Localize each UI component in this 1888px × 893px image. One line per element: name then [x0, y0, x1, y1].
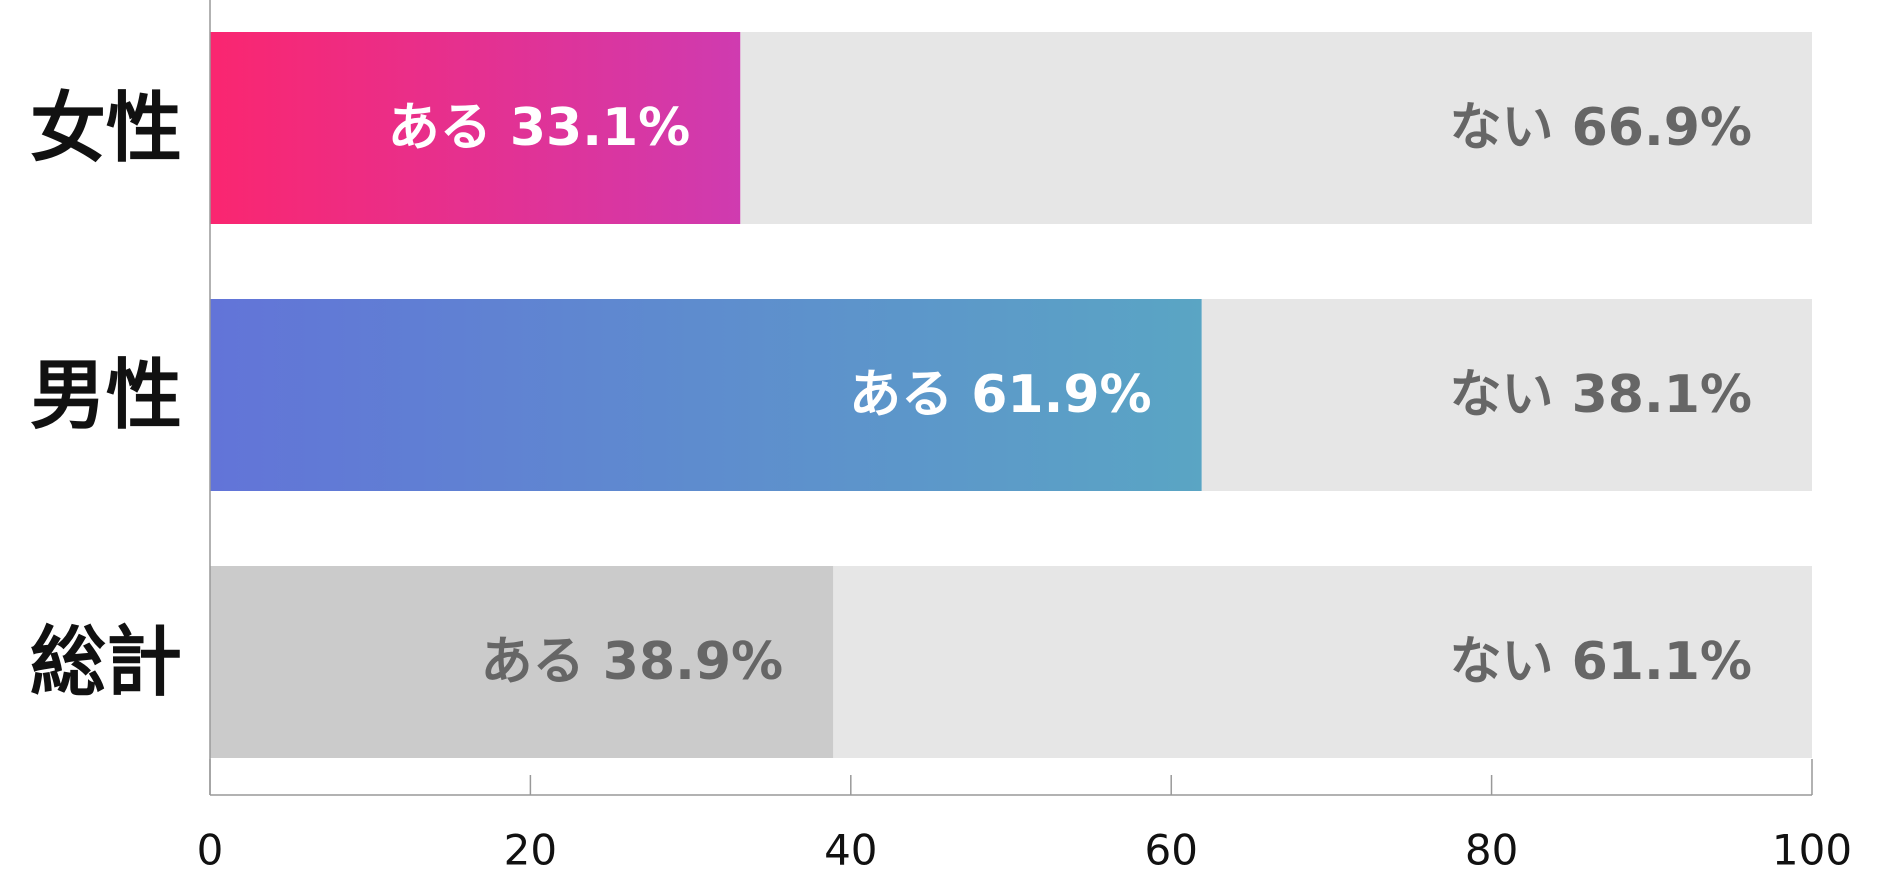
labels-layer: 女性 ある 33.1% ない 66.9% 男性 ある 61.9% ない 38.1% 総計 ある…: [30, 84, 1752, 707]
data-label-total-no: ない 61.1%: [1449, 632, 1752, 692]
data-label-male-yes: ある 61.9%: [849, 365, 1152, 425]
data-label-total-yes: ある 38.9%: [481, 632, 784, 692]
bar-female-yes: [210, 32, 741, 224]
category-label-female: 女性: [30, 84, 182, 173]
x-tick-label-0: 0: [197, 826, 224, 875]
x-tick-label-20: 20: [504, 826, 557, 875]
category-label-male: 男性: [30, 351, 182, 440]
data-label-female-yes: ある 33.1%: [388, 98, 691, 158]
x-tick-label-80: 80: [1465, 826, 1518, 875]
bar-total-no: [833, 566, 1812, 758]
data-label-female-no: ない 66.9%: [1449, 98, 1752, 158]
x-tick-label-40: 40: [824, 826, 877, 875]
axis-layer: 0 20 40 60 80 100: [197, 0, 1852, 875]
x-tick-label-100: 100: [1772, 826, 1852, 875]
bar-male-yes: [210, 299, 1202, 491]
bar-total-yes: [210, 566, 834, 758]
category-label-total: 総計: [30, 618, 182, 707]
bars-layer: [210, 32, 1813, 758]
bar-male-no: [1201, 299, 1812, 491]
data-label-male-no: ない 38.1%: [1449, 365, 1752, 425]
bar-female-no: [740, 32, 1813, 224]
x-tick-label-60: 60: [1144, 826, 1197, 875]
